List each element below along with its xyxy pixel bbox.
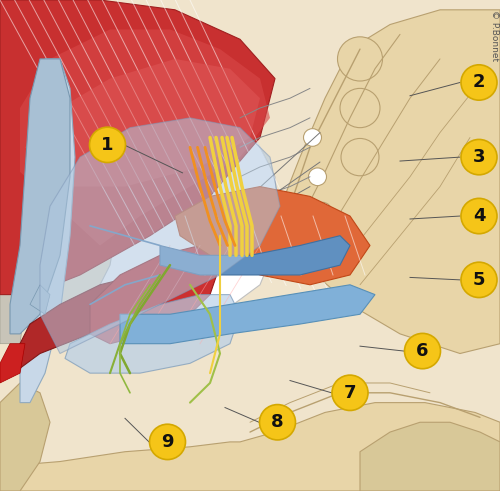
Polygon shape: [160, 236, 350, 275]
Polygon shape: [20, 29, 270, 246]
Circle shape: [314, 202, 332, 220]
Polygon shape: [275, 10, 500, 354]
Polygon shape: [0, 344, 25, 383]
Circle shape: [90, 127, 126, 163]
Polygon shape: [15, 275, 150, 368]
Circle shape: [461, 198, 497, 234]
Polygon shape: [0, 403, 500, 491]
Circle shape: [304, 129, 322, 146]
Polygon shape: [0, 0, 275, 295]
Polygon shape: [360, 422, 500, 491]
Text: 2: 2: [473, 74, 485, 91]
Circle shape: [341, 138, 379, 176]
Circle shape: [260, 405, 296, 440]
Text: 1: 1: [101, 136, 114, 154]
Polygon shape: [90, 246, 220, 344]
Polygon shape: [0, 383, 50, 491]
Polygon shape: [90, 88, 280, 334]
Polygon shape: [25, 59, 260, 187]
Polygon shape: [65, 295, 240, 373]
Polygon shape: [10, 59, 70, 334]
Polygon shape: [30, 285, 50, 314]
Text: 4: 4: [473, 207, 485, 225]
Circle shape: [461, 65, 497, 100]
Polygon shape: [175, 187, 370, 285]
Text: 8: 8: [271, 413, 284, 431]
Polygon shape: [120, 285, 375, 344]
Circle shape: [404, 333, 440, 369]
Text: 6: 6: [416, 342, 429, 360]
Text: 5: 5: [473, 271, 485, 289]
Polygon shape: [0, 98, 30, 344]
Circle shape: [338, 37, 382, 81]
Circle shape: [150, 424, 186, 460]
Text: 9: 9: [161, 433, 174, 451]
Circle shape: [332, 375, 368, 410]
Circle shape: [340, 88, 380, 128]
Text: 7: 7: [344, 384, 356, 402]
Circle shape: [461, 139, 497, 175]
Circle shape: [308, 168, 326, 186]
Circle shape: [461, 262, 497, 298]
Polygon shape: [40, 118, 280, 354]
Text: © P.Bonnet: © P.Bonnet: [490, 10, 498, 61]
Text: 3: 3: [473, 148, 485, 166]
Polygon shape: [20, 59, 75, 403]
